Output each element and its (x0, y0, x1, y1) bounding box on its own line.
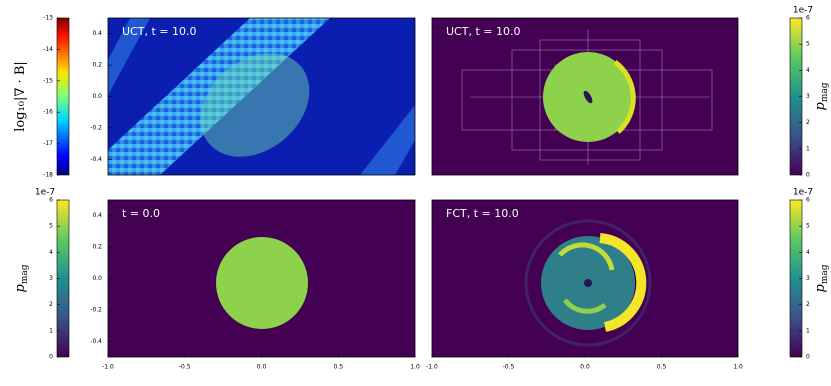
y-tick-label: 0.2 (92, 244, 102, 251)
colorbar-tick-label: 2 (806, 301, 810, 308)
field-image (432, 200, 738, 357)
colorbar-offset: 1e-7 (793, 188, 813, 198)
colorbar-offset: 1e-7 (793, 6, 813, 16)
colorbar-label-sub: mag (820, 264, 830, 284)
x-tick-label: 0.5 (333, 364, 343, 371)
colorbar-tick-label: 6 (806, 15, 810, 22)
colorbar-label: pmag (13, 264, 30, 292)
colorbar-tick-label: 5 (49, 223, 53, 230)
colorbar-tick-label: 3 (49, 275, 53, 282)
y-tick-label: -0.2 (90, 124, 102, 131)
colorbar-label-text: log₁₀|∇ · B| (13, 61, 28, 132)
colorbar-tick-label: 6 (49, 197, 53, 204)
colorbar-tick-label: 4 (49, 249, 53, 256)
y-tick-label: 0.0 (92, 275, 102, 282)
colorbar-tick-label: -17 (43, 140, 53, 147)
y-tick-label: 0.0 (92, 93, 102, 100)
x-tick-label: 0.0 (257, 364, 267, 371)
colorbar-tick-label: 5 (806, 223, 810, 230)
y-tick-label: 0.4 (92, 212, 102, 219)
plot-frame (431, 17, 739, 176)
colorbar-label: pmag (813, 264, 830, 292)
x-tick-label: 1.0 (410, 364, 420, 371)
colorbar-tick-label: -15 (43, 77, 53, 84)
colorbar-tick-label: 4 (806, 249, 810, 256)
x-tick-label: -1.0 (102, 364, 114, 371)
field-image (108, 200, 415, 357)
y-tick-label: -0.4 (90, 156, 102, 163)
colorbar-tick-label: 3 (806, 275, 810, 282)
colorbar-label: log₁₀|∇ · B| (13, 61, 28, 132)
y-tick-label: -0.4 (90, 338, 102, 345)
field-image (108, 18, 415, 175)
colorbar-label-text: p (13, 284, 28, 293)
colorbar-label-sub: mag (820, 82, 830, 102)
colorbar-tick-label: -16 (43, 109, 53, 116)
field-image (432, 18, 738, 175)
colorbar-tick-label: 0 (806, 172, 810, 179)
colorbar-tick-label: 0 (49, 354, 53, 361)
x-tick-label: -0.5 (503, 364, 515, 371)
colorbar-tick-label: 1 (806, 145, 810, 152)
colorbar-label-sub: mag (20, 264, 30, 284)
panel-title: UCT, t = 10.0 (122, 25, 196, 38)
y-tick-label: -0.2 (90, 306, 102, 313)
colorbar-tick-label: -13 (43, 15, 53, 22)
x-tick-label: -1.0 (426, 364, 438, 371)
colorbar-tick-label: -18 (43, 172, 53, 179)
colorbar-tick-label: 0 (806, 354, 810, 361)
colorbar-tick-label: 2 (806, 119, 810, 126)
colorbar-label-text: p (813, 102, 828, 111)
colorbar-tick-label: 5 (806, 41, 810, 48)
colorbar-tick-label: 1 (49, 327, 53, 334)
colorbar (56, 17, 70, 176)
colorbar-tick-label: 4 (806, 67, 810, 74)
colorbar-tick-label: 1 (806, 327, 810, 334)
y-tick-label: 0.4 (92, 30, 102, 37)
panel-title: FCT, t = 10.0 (446, 207, 519, 220)
colorbar-tick-label: 2 (49, 301, 53, 308)
panel-title: UCT, t = 10.0 (446, 25, 520, 38)
colorbar-label-text: p (813, 284, 828, 293)
colorbar-tick-label: 3 (806, 93, 810, 100)
colorbar-tick-label: -14 (43, 46, 53, 53)
y-tick-label: 0.2 (92, 62, 102, 69)
x-tick-label: 1.0 (733, 364, 743, 371)
x-tick-label: -0.5 (179, 364, 191, 371)
colorbar-offset: 1e-7 (35, 188, 55, 198)
x-tick-label: 0.0 (580, 364, 590, 371)
panel-title: t = 0.0 (122, 207, 160, 220)
x-tick-label: 0.5 (657, 364, 667, 371)
colorbar-label: pmag (813, 82, 830, 110)
colorbar-tick-label: 6 (806, 197, 810, 204)
